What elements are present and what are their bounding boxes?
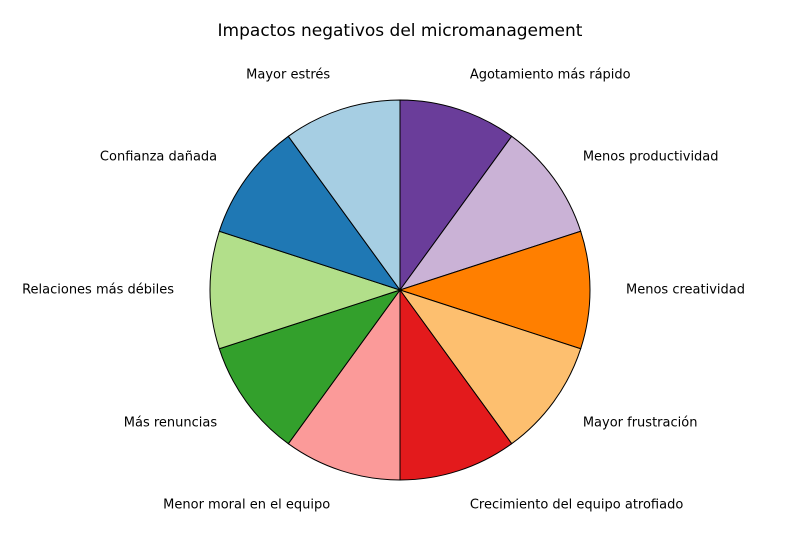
pie-slice-label: Relaciones más débiles bbox=[22, 283, 174, 298]
pie-slice-label: Menor moral en el equipo bbox=[163, 497, 330, 512]
pie-slice-label: Menos productividad bbox=[583, 150, 719, 165]
pie-slice-label: Confianza dañada bbox=[100, 150, 217, 165]
pie-chart-container: Impactos negativos del micromanagement A… bbox=[0, 0, 800, 535]
pie-slice-label: Mayor frustración bbox=[583, 415, 698, 430]
pie-slice-label: Agotamiento más rápido bbox=[470, 68, 631, 83]
pie-slice-label: Crecimiento del equipo atrofiado bbox=[470, 497, 684, 512]
pie-slice-label: Mayor estrés bbox=[246, 68, 330, 83]
pie-chart-svg: Agotamiento más rápido Menos productivida… bbox=[0, 0, 800, 535]
pie-slice-label: Menos creatividad bbox=[626, 283, 745, 298]
pie-slices bbox=[210, 100, 590, 480]
chart-title: Impactos negativos del micromanagement bbox=[0, 21, 800, 41]
pie-slice-label: Más renuncias bbox=[124, 415, 218, 430]
